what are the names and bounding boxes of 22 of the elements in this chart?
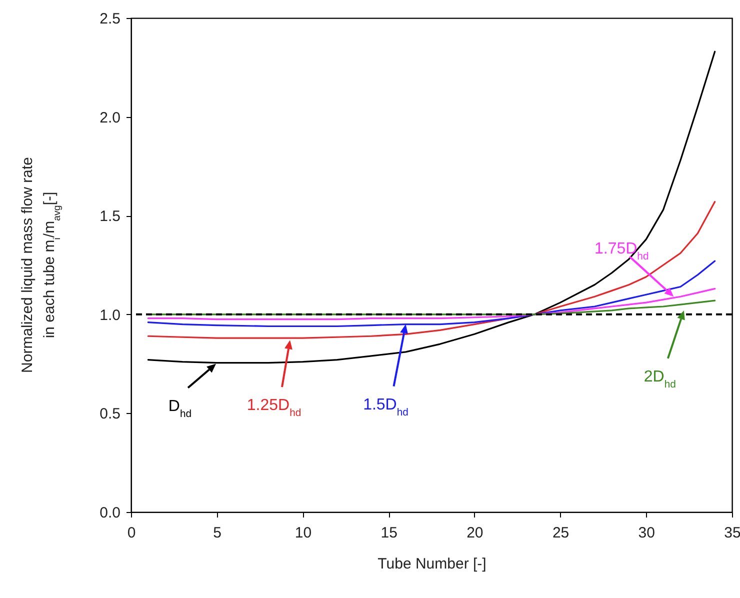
annotation: 2D$_{hd}$ xyxy=(644,368,676,390)
annotation: D$_{hd}$ xyxy=(168,398,192,420)
x-tick-label: 0 xyxy=(127,524,136,542)
y-tick-label: 1.5 xyxy=(100,208,120,226)
y-tick-label: 1.0 xyxy=(100,306,120,324)
x-tick-label: 15 xyxy=(380,524,398,542)
line-series xyxy=(147,200,716,339)
x-axis-title: Tube Number [-] xyxy=(378,556,486,572)
y-tick-label: 2.0 xyxy=(100,109,120,126)
annotation: 1.5D$_{hd}$ xyxy=(363,396,409,418)
y-tick-label: 0.5 xyxy=(100,406,120,423)
x-tick-label: 5 xyxy=(213,524,222,542)
y-tick-label: 0.0 xyxy=(100,504,120,522)
line-series xyxy=(147,288,716,320)
y-tick-label: 2.5 xyxy=(100,10,120,28)
x-tick-label: 30 xyxy=(638,524,655,542)
x-tick-label: 20 xyxy=(466,524,484,542)
annotation: 1.75D$_{hd}$ xyxy=(594,240,649,262)
x-tick-label: 35 xyxy=(724,524,740,542)
annotation: 1.25D$_{hd}$ xyxy=(246,397,302,419)
x-tick-label: 25 xyxy=(552,524,570,542)
x-tick-label: 10 xyxy=(294,524,312,542)
